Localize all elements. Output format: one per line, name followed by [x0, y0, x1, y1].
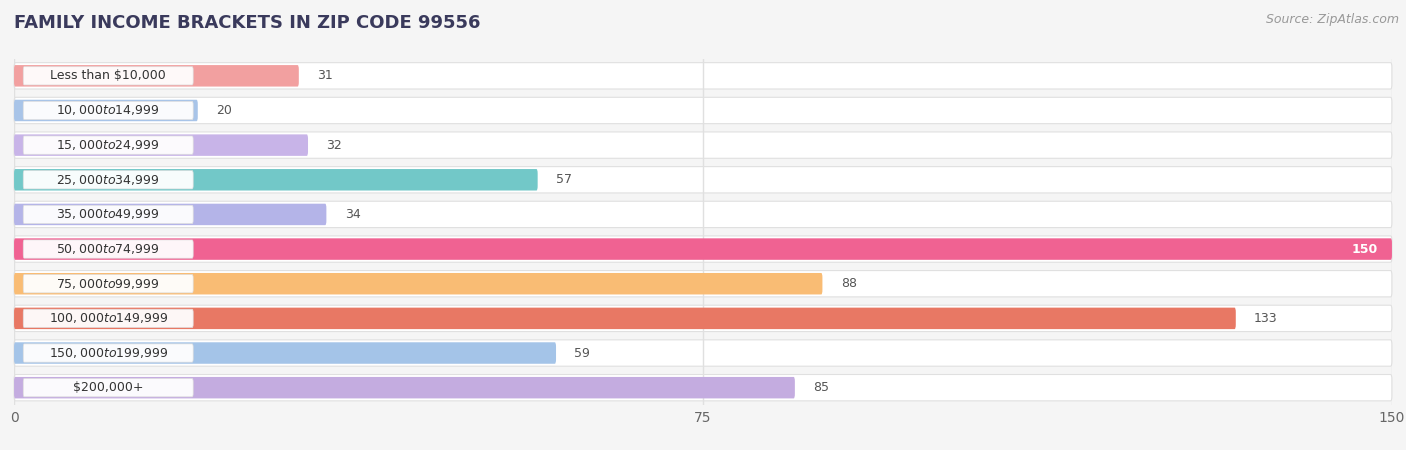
FancyBboxPatch shape	[14, 132, 1392, 158]
Text: $75,000 to $99,999: $75,000 to $99,999	[56, 277, 160, 291]
Text: 31: 31	[318, 69, 333, 82]
Text: $35,000 to $49,999: $35,000 to $49,999	[56, 207, 160, 221]
FancyBboxPatch shape	[24, 67, 193, 85]
FancyBboxPatch shape	[24, 274, 193, 293]
Text: Less than $10,000: Less than $10,000	[51, 69, 166, 82]
FancyBboxPatch shape	[14, 308, 1236, 329]
FancyBboxPatch shape	[24, 136, 193, 154]
FancyBboxPatch shape	[14, 342, 555, 364]
FancyBboxPatch shape	[14, 100, 198, 121]
FancyBboxPatch shape	[24, 205, 193, 224]
Text: 88: 88	[841, 277, 856, 290]
FancyBboxPatch shape	[24, 378, 193, 397]
FancyBboxPatch shape	[14, 63, 1392, 89]
Text: $100,000 to $149,999: $100,000 to $149,999	[49, 311, 167, 325]
FancyBboxPatch shape	[14, 305, 1392, 332]
FancyBboxPatch shape	[14, 270, 1392, 297]
Text: $200,000+: $200,000+	[73, 381, 143, 394]
Text: 133: 133	[1254, 312, 1278, 325]
FancyBboxPatch shape	[24, 309, 193, 328]
FancyBboxPatch shape	[14, 97, 1392, 124]
Text: 20: 20	[217, 104, 232, 117]
FancyBboxPatch shape	[14, 201, 1392, 228]
Text: $15,000 to $24,999: $15,000 to $24,999	[56, 138, 160, 152]
FancyBboxPatch shape	[14, 238, 1392, 260]
Text: $150,000 to $199,999: $150,000 to $199,999	[49, 346, 167, 360]
FancyBboxPatch shape	[14, 236, 1392, 262]
FancyBboxPatch shape	[24, 240, 193, 258]
Text: 57: 57	[555, 173, 572, 186]
FancyBboxPatch shape	[14, 65, 299, 86]
Text: $10,000 to $14,999: $10,000 to $14,999	[56, 104, 160, 117]
FancyBboxPatch shape	[14, 204, 326, 225]
Text: 59: 59	[575, 346, 591, 360]
Text: FAMILY INCOME BRACKETS IN ZIP CODE 99556: FAMILY INCOME BRACKETS IN ZIP CODE 99556	[14, 14, 481, 32]
Text: Source: ZipAtlas.com: Source: ZipAtlas.com	[1265, 14, 1399, 27]
FancyBboxPatch shape	[24, 101, 193, 120]
FancyBboxPatch shape	[24, 344, 193, 362]
Text: 32: 32	[326, 139, 342, 152]
Text: 150: 150	[1353, 243, 1378, 256]
FancyBboxPatch shape	[24, 171, 193, 189]
FancyBboxPatch shape	[14, 340, 1392, 366]
Text: 85: 85	[813, 381, 830, 394]
FancyBboxPatch shape	[14, 135, 308, 156]
FancyBboxPatch shape	[14, 377, 794, 398]
FancyBboxPatch shape	[14, 273, 823, 294]
Text: $50,000 to $74,999: $50,000 to $74,999	[56, 242, 160, 256]
FancyBboxPatch shape	[14, 166, 1392, 193]
FancyBboxPatch shape	[14, 374, 1392, 401]
Text: 34: 34	[344, 208, 360, 221]
Text: $25,000 to $34,999: $25,000 to $34,999	[56, 173, 160, 187]
FancyBboxPatch shape	[14, 169, 537, 190]
